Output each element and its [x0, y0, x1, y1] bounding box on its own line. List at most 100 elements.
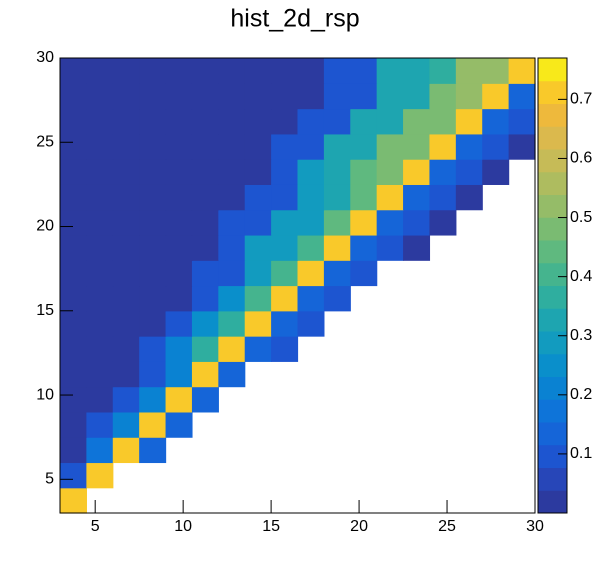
- heatmap-cell: [376, 209, 404, 236]
- heatmap-cell: [455, 133, 483, 160]
- heatmap-cell: [218, 336, 246, 362]
- heatmap-cell: [112, 361, 140, 388]
- heatmap-cell: [60, 386, 87, 413]
- heatmap-cell: [218, 285, 246, 312]
- heatmap-cell: [244, 260, 272, 287]
- heatmap-cell: [350, 83, 378, 110]
- heatmap-cell: [86, 386, 114, 413]
- heatmap-cell: [376, 234, 404, 261]
- heatmap-cell: [139, 184, 167, 211]
- y-tick-label: 15: [36, 302, 54, 319]
- heatmap-cell: [86, 159, 114, 185]
- color-scale-band: [538, 80, 567, 104]
- heatmap-cell: [429, 184, 457, 211]
- heatmap-cell: [60, 58, 87, 84]
- heatmap-cell: [271, 184, 299, 211]
- heatmap-cell: [218, 310, 246, 337]
- heatmap-cell: [297, 310, 325, 337]
- heatmap-cell: [403, 108, 431, 135]
- heatmap-cell: [86, 58, 114, 84]
- heatmap-cell: [271, 234, 299, 261]
- heatmap-cell: [86, 209, 114, 236]
- heatmap-cell: [139, 411, 167, 438]
- heatmap-cell: [429, 108, 457, 135]
- heatmap-cell: [112, 108, 140, 135]
- heatmap-cell: [191, 336, 219, 362]
- heatmap-cell: [297, 184, 325, 211]
- heatmap-cell: [350, 184, 378, 211]
- heatmap-cell: [139, 209, 167, 236]
- heatmap-cell: [271, 285, 299, 312]
- heatmap-cell: [271, 58, 299, 84]
- color-scale-band: [538, 217, 567, 241]
- heatmap-cell: [191, 310, 219, 337]
- z-tick-label: 0.4: [570, 268, 592, 285]
- heatmap-cell: [508, 133, 536, 160]
- color-scale-band: [538, 490, 567, 514]
- heatmap-cell: [165, 159, 193, 185]
- x-tick-label: 25: [438, 518, 456, 535]
- heatmap-cell: [86, 310, 114, 337]
- chart-title: hist_2d_rsp: [230, 5, 359, 33]
- heatmap-cell: [297, 159, 325, 185]
- heatmap-cell: [86, 411, 114, 438]
- heatmap-cell: [323, 108, 351, 135]
- heatmap-cell: [191, 260, 219, 287]
- heatmap-cell: [350, 159, 378, 185]
- heatmap-cell: [139, 133, 167, 160]
- heatmap-cell: [191, 234, 219, 261]
- color-scale-frame: [537, 57, 568, 514]
- heatmap-cell: [297, 58, 325, 84]
- heatmap-cell: [86, 83, 114, 110]
- heatmap-cell: [191, 83, 219, 110]
- heatmap-cell: [455, 58, 483, 84]
- color-scale-band: [538, 126, 567, 150]
- heatmap-cell: [297, 133, 325, 160]
- heatmap-cell: [350, 58, 378, 84]
- heatmap-cell: [376, 159, 404, 185]
- heatmap-cell: [244, 234, 272, 261]
- heatmap-cell: [139, 159, 167, 185]
- heatmap-cell: [139, 260, 167, 287]
- heatmap-cell: [323, 58, 351, 84]
- heatmap-cell: [165, 411, 193, 438]
- heatmap-cell: [191, 184, 219, 211]
- heatmap-cell: [112, 260, 140, 287]
- heatmap-cell: [218, 361, 246, 388]
- color-scale-band: [538, 353, 567, 377]
- heatmap-cell: [191, 285, 219, 312]
- heatmap-cell: [350, 133, 378, 160]
- color-scale-band: [538, 422, 567, 446]
- heatmap-cell: [112, 437, 140, 464]
- heatmap-cell: [323, 234, 351, 261]
- z-tick-label: 0.5: [570, 209, 592, 226]
- heatmap-cell: [165, 260, 193, 287]
- heatmap-cell: [86, 108, 114, 135]
- heatmap-cell: [191, 58, 219, 84]
- heatmap-cell: [86, 437, 114, 464]
- color-scale-band: [538, 399, 567, 423]
- heatmap-cell: [218, 58, 246, 84]
- heatmap-cell: [60, 285, 87, 312]
- heatmap-cell: [165, 108, 193, 135]
- heatmap-cell: [191, 159, 219, 185]
- color-scale-band: [538, 240, 567, 264]
- heatmap-cell: [508, 108, 536, 135]
- y-tick-label: 20: [36, 218, 54, 235]
- heatmap-cell: [86, 336, 114, 362]
- heatmap-cell: [323, 133, 351, 160]
- heatmap-cell: [139, 437, 167, 464]
- z-tick-label: 0.1: [570, 445, 592, 462]
- heatmap-cell: [165, 58, 193, 84]
- heatmap-cell: [60, 336, 87, 362]
- heatmap-cell: [112, 310, 140, 337]
- heatmap-cell: [86, 184, 114, 211]
- heatmap-cell: [297, 285, 325, 312]
- heatmap-cell: [60, 234, 87, 261]
- heatmap-cell: [244, 58, 272, 84]
- y-tick-label: 5: [45, 471, 54, 488]
- heatmap-cell: [323, 209, 351, 236]
- heatmap-cell: [350, 234, 378, 261]
- color-scale-band: [538, 308, 567, 332]
- heatmap-cell: [455, 83, 483, 110]
